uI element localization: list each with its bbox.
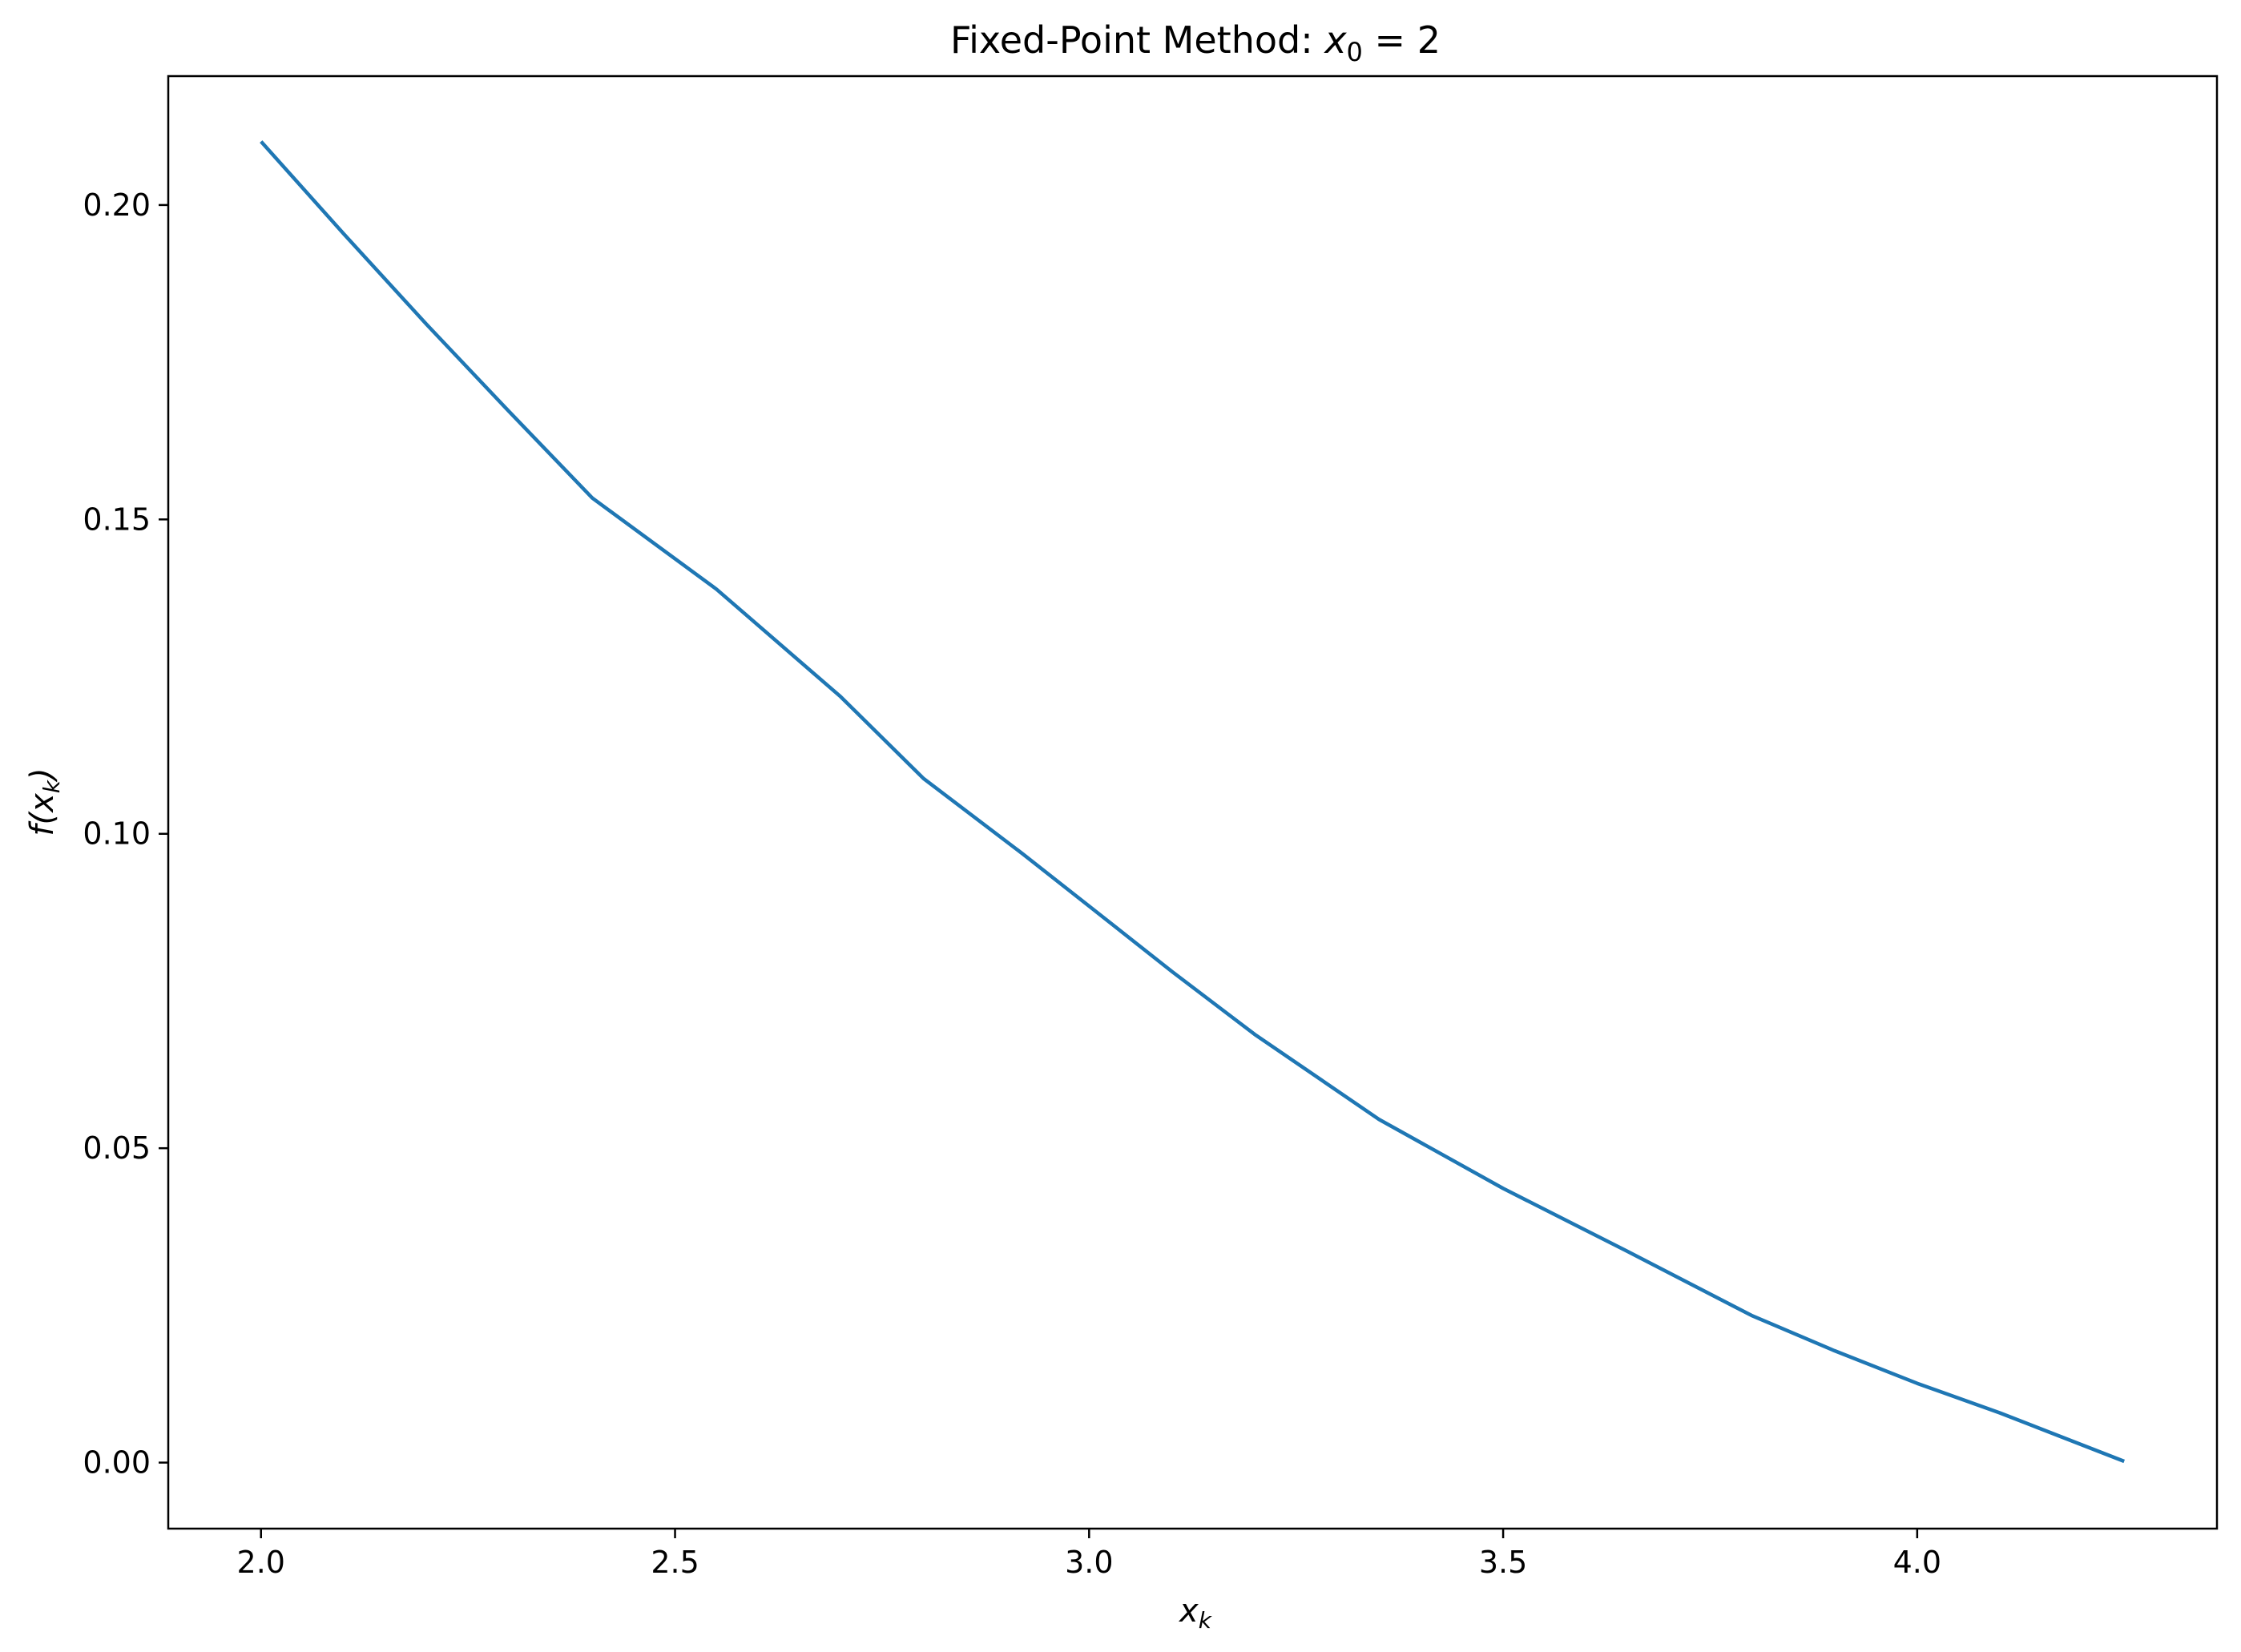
series-layer: [260, 140, 2126, 1464]
plot-area-frame: [167, 75, 2219, 1530]
y-tick-label: 0.20: [83, 187, 151, 223]
y-axis-label-sub: k: [38, 779, 65, 793]
x-axis-label-sub: k: [1199, 1607, 1213, 1634]
y-axis-label-func: f(: [24, 811, 61, 836]
y-tick-label: 0.10: [83, 816, 151, 852]
y-tick-label: 0.05: [83, 1130, 151, 1166]
chart-title-var: x: [1323, 18, 1347, 62]
y-axis-label-var: x: [24, 793, 61, 814]
y-tick-label: 0.00: [83, 1445, 151, 1481]
chart-title: Fixed-Point Method: x0 = 2: [950, 18, 1441, 67]
x-tick-label: 2.0: [237, 1545, 285, 1580]
x-tick-label: 2.5: [651, 1545, 699, 1580]
y-tick-label: 0.15: [83, 502, 151, 537]
x-tick-label: 4.0: [1893, 1545, 1941, 1580]
chart-title-sub: 0: [1347, 37, 1363, 67]
chart-title-suffix: = 2: [1363, 18, 1441, 62]
x-axis: 2.0 2.5 3.0 3.5 4.0: [237, 1529, 1941, 1580]
chart-title-prefix: Fixed-Point Method:: [950, 18, 1324, 62]
x-tick-label: 3.5: [1479, 1545, 1527, 1580]
series-line-0: [260, 140, 2126, 1464]
y-axis: 0.00 0.05 0.10 0.15 0.20: [83, 187, 168, 1481]
y-axis-label-close: ): [24, 768, 61, 783]
x-tick-label: 3.0: [1065, 1545, 1113, 1580]
y-axis-label: f(xk): [24, 768, 65, 836]
x-axis-label: xk: [1178, 1593, 1213, 1634]
x-axis-label-var: x: [1178, 1593, 1199, 1630]
